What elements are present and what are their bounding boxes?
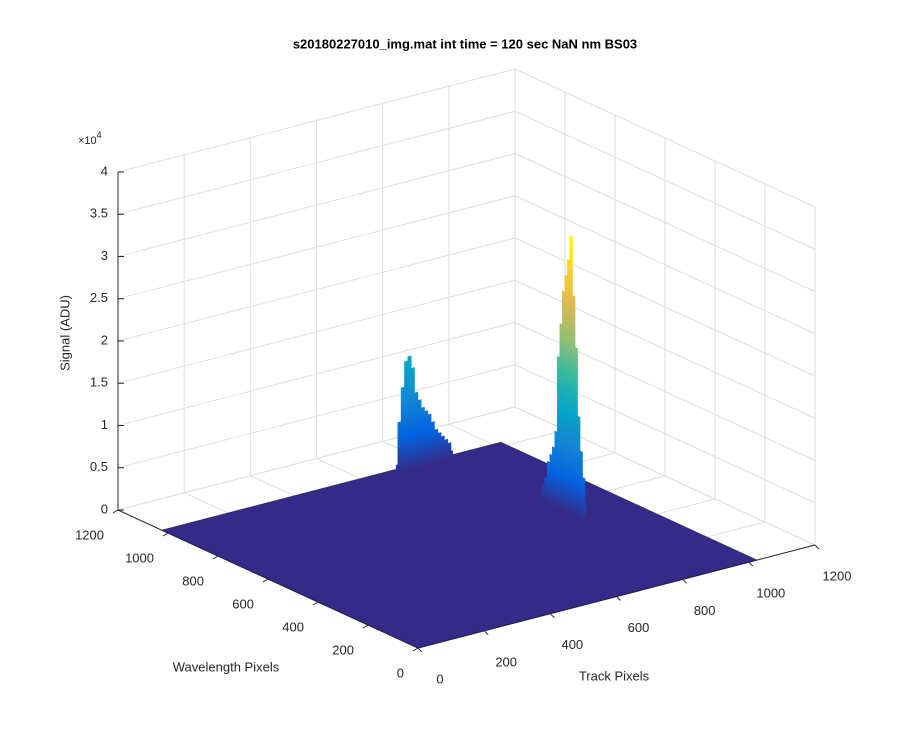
y-axis-label: Wavelength Pixels <box>173 659 280 674</box>
z-tick-label: 4 <box>101 163 108 178</box>
ridge-segment <box>414 391 419 470</box>
tick-mark <box>162 532 169 537</box>
tick-mark <box>312 601 319 606</box>
tick-mark <box>748 561 754 567</box>
axes: 0 0.5 1 1.5 2 2.5 3 3.5 4 0 200 400 600 800 1000 1200 0 2… <box>75 163 851 686</box>
ridge-segment <box>407 355 412 472</box>
z-tick-label: 3.5 <box>90 206 108 221</box>
ridge-segment <box>450 450 453 461</box>
y-tick-label: 1200 <box>75 527 104 542</box>
ridge-segment <box>584 503 587 523</box>
tick-mark <box>814 544 820 550</box>
z-scale-label: ×104 <box>78 130 102 147</box>
plot-area <box>160 234 759 649</box>
z-scale-exponent: 4 <box>97 130 102 140</box>
ridge-segment <box>443 438 448 462</box>
ridge-segment <box>582 477 586 522</box>
ridge-segment <box>440 435 445 463</box>
z-tick-label: 3 <box>101 248 108 263</box>
tick-mark <box>549 613 555 619</box>
ridge-segment <box>397 421 402 474</box>
y-tick-label: 1000 <box>125 550 154 565</box>
x-tick-label: 1000 <box>756 586 785 601</box>
z-tick-label: 2 <box>101 332 108 347</box>
ridge-segment <box>400 386 405 474</box>
z-scale-base: ×10 <box>78 135 97 147</box>
x-axis-line <box>417 544 816 649</box>
ridge-segment <box>447 442 452 461</box>
tick-mark <box>362 624 369 629</box>
x-tick-label: 1200 <box>823 568 852 583</box>
tick-mark <box>483 630 489 636</box>
y-tick-label: 800 <box>182 573 204 588</box>
y-axis-line <box>117 509 419 649</box>
ridge-segment <box>437 432 442 464</box>
tick-mark <box>212 555 219 560</box>
y-tick-label: 600 <box>232 596 254 611</box>
z-tick-label: 0.5 <box>90 459 108 474</box>
z-axis-label: Signal (ADU) <box>57 295 72 371</box>
ridge-segment <box>423 410 429 467</box>
chart-title: s20180227010_img.mat int time = 120 sec … <box>293 36 637 51</box>
ridge-segment <box>577 415 581 520</box>
tick-mark <box>412 647 419 652</box>
tick-mark <box>682 578 688 584</box>
ridge-segment <box>579 450 583 521</box>
y-tick-label: 400 <box>282 619 304 634</box>
ridge-segment <box>427 413 432 467</box>
ridge-segment <box>420 406 425 468</box>
ridge-segment <box>569 234 573 516</box>
z-tick-label: 0 <box>101 501 108 516</box>
tick-mark <box>262 578 269 583</box>
ridge-segment <box>404 360 409 473</box>
tick-mark <box>112 509 119 514</box>
tick-mark <box>616 596 621 601</box>
ridge-segment <box>417 399 422 469</box>
x-tick-label: 400 <box>561 637 583 652</box>
x-tick-label: 800 <box>694 603 716 618</box>
ridge-segment <box>572 294 576 518</box>
ridge-segment <box>433 428 439 465</box>
tick-mark <box>417 647 423 653</box>
x-tick-label: 600 <box>628 620 650 635</box>
z-tick-label: 1 <box>101 417 108 432</box>
z-tick-label: 1.5 <box>90 375 108 390</box>
ridge-segment <box>410 367 415 471</box>
ridge-segment <box>574 346 578 519</box>
x-tick-label: 0 <box>436 671 443 686</box>
z-tick-label: 2.5 <box>90 290 108 305</box>
y-tick-label: 0 <box>397 665 404 680</box>
y-tick-label: 200 <box>332 642 354 657</box>
grid-line <box>117 406 516 511</box>
x-tick-label: 200 <box>495 654 517 669</box>
x-axis-label: Track Pixels <box>579 668 650 683</box>
ridge-segment <box>430 421 435 466</box>
